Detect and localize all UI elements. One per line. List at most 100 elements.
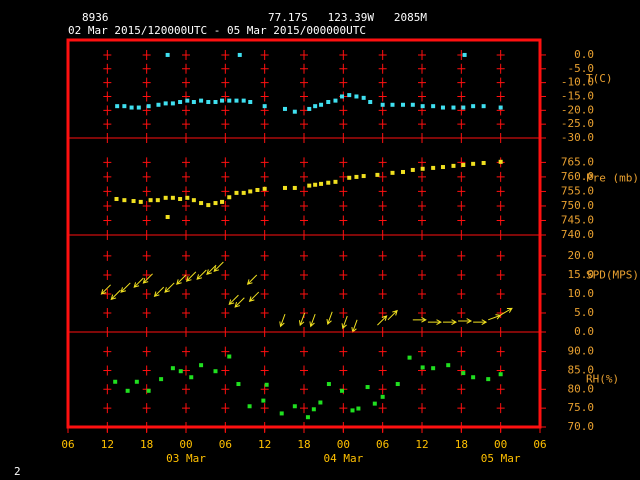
y-tick-label: 80.0	[568, 382, 595, 395]
data-point	[148, 198, 153, 203]
grid-cross	[142, 77, 151, 88]
data-point	[282, 106, 287, 111]
grid-cross	[221, 215, 230, 226]
data-point	[410, 167, 415, 172]
grid-cross	[339, 288, 348, 299]
grid-cross	[339, 77, 348, 88]
data-point	[241, 98, 246, 103]
data-point	[185, 98, 190, 103]
data-point	[113, 379, 118, 384]
grid-cross	[378, 346, 387, 357]
grid-cross	[142, 403, 151, 414]
grid-cross	[418, 403, 426, 414]
wind-arrow	[228, 294, 239, 306]
data-point	[354, 94, 359, 99]
grid-cross	[457, 186, 466, 197]
wind-arrow	[427, 319, 442, 325]
grid-cross	[300, 307, 308, 318]
grid-cross	[457, 346, 466, 357]
data-point	[114, 196, 119, 201]
data-point	[498, 105, 503, 110]
wind-arrow	[110, 289, 121, 301]
data-point	[368, 100, 373, 105]
grid-cross	[103, 157, 112, 168]
wind-arrow	[458, 318, 473, 324]
y-tick-label: -5.0	[568, 62, 595, 75]
grid-cross	[496, 215, 505, 226]
data-point	[420, 104, 425, 109]
data-point	[313, 104, 318, 109]
panel-label: SPD(MPS)	[586, 269, 639, 282]
grid-cross	[142, 269, 151, 280]
data-point	[159, 377, 164, 382]
grid-cross	[418, 346, 426, 357]
data-point	[199, 363, 204, 368]
wind-arrow	[248, 291, 260, 302]
grid-cross	[378, 250, 387, 261]
grid-cross	[182, 63, 190, 74]
data-point	[354, 174, 359, 179]
grid-cross	[300, 288, 308, 299]
grid-cross	[221, 49, 230, 60]
wind-arrow	[206, 264, 217, 275]
y-tick-label: 10.0	[568, 287, 595, 300]
grid-cross	[457, 250, 466, 261]
grid-cross	[339, 269, 348, 280]
data-point	[471, 161, 476, 166]
grid-cross	[142, 119, 151, 130]
data-point	[146, 388, 151, 393]
data-point	[185, 195, 190, 200]
data-point	[407, 355, 412, 360]
grid-cross	[496, 49, 505, 60]
grid-cross	[339, 186, 348, 197]
y-tick-label: 5.0	[574, 306, 594, 319]
grid-cross	[142, 91, 151, 102]
wind-arrow	[341, 315, 348, 330]
data-point	[262, 186, 267, 191]
grid-cross	[457, 307, 466, 318]
grid-cross	[221, 200, 230, 211]
grid-cross	[182, 403, 190, 414]
grid-cross	[378, 105, 387, 116]
grid-cross	[378, 157, 387, 168]
grid-cross	[496, 77, 505, 88]
grid-cross	[182, 119, 190, 130]
wind-arrow	[377, 315, 388, 326]
grid-cross	[221, 365, 230, 376]
data-point	[319, 102, 324, 107]
data-point	[390, 102, 395, 107]
grid-cross	[496, 384, 505, 395]
grid-cross	[260, 346, 269, 357]
wind-arrow	[488, 314, 502, 321]
page-number: 2	[14, 465, 21, 478]
data-point	[199, 98, 204, 103]
data-point	[431, 165, 436, 170]
grid-cross	[418, 119, 426, 130]
grid-cross	[260, 269, 269, 280]
data-point	[361, 174, 366, 179]
wind-arrow	[133, 277, 144, 288]
data-point	[400, 102, 405, 107]
grid-cross	[496, 288, 505, 299]
grid-cross	[142, 288, 151, 299]
data-point	[292, 404, 297, 409]
grid-cross	[418, 171, 426, 182]
panel-label: Pre (mb)	[586, 172, 639, 185]
grid-cross	[103, 49, 112, 60]
y-tick-label: -10.0	[561, 76, 594, 89]
data-point	[206, 203, 211, 208]
grid-cross	[221, 403, 230, 414]
wind-arrow	[246, 274, 258, 285]
grid-cross	[103, 365, 112, 376]
data-point	[227, 98, 232, 103]
grid-cross	[300, 346, 308, 357]
grid-cross	[378, 63, 387, 74]
grid-cross	[182, 49, 190, 60]
data-point	[227, 354, 232, 359]
data-point	[380, 394, 385, 399]
grid-cross	[339, 119, 348, 130]
grid-cross	[260, 91, 269, 102]
wind-arrow	[185, 271, 197, 282]
grid-cross	[103, 200, 112, 211]
data-point	[255, 187, 260, 192]
